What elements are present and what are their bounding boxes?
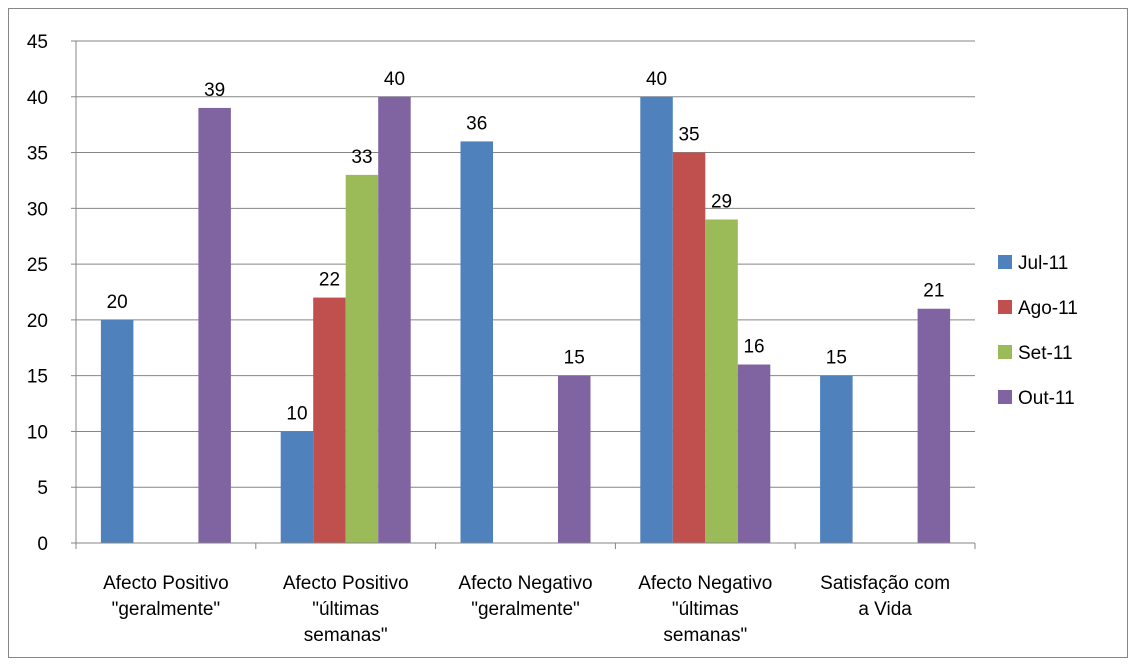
data-label: 10 [286,403,307,424]
y-axis-tick-labels: 0 5 10 15 20 25 30 35 40 45 [27,32,77,555]
x-category-label: "últimas [312,599,379,620]
bar-jul-11 [640,96,673,544]
bar-out-11 [378,96,411,544]
legend-label: Ago-11 [1018,298,1078,319]
data-labels: 20 10 36 40 15 22 35 33 29 39 40 15 16 21 [107,69,945,425]
legend-label: Jul-11 [1018,253,1068,274]
bars [100,96,951,544]
data-label: 15 [564,348,585,369]
x-category-label: Afecto Negativo [458,573,592,594]
bar-jul-11 [460,141,493,543]
bar-out-11 [737,364,771,543]
y-tick-label: 15 [27,367,48,388]
y-tick-label: 10 [27,422,48,443]
x-category-label: Afecto Positivo [103,573,229,594]
data-label: 29 [711,191,732,212]
data-label: 16 [743,337,764,358]
legend-label: Out-11 [1018,388,1075,409]
data-label: 15 [826,348,847,369]
data-label: 39 [204,80,225,101]
data-label: 21 [923,281,944,302]
x-category-label: Afecto Negativo [638,573,772,594]
x-category-label: "geralmente" [112,599,221,620]
x-category-label: "últimas [672,599,739,620]
bar-out-11 [917,308,951,543]
y-tick-label: 40 [27,88,48,109]
data-label: 33 [351,147,372,168]
bar-ago-11 [313,297,346,543]
legend: Jul-11 Ago-11 Set-11 Out-11 [998,253,1078,409]
data-label: 35 [678,125,699,146]
bar-set-11 [345,174,379,543]
legend-swatch [998,345,1012,359]
bar-ago-11 [672,152,706,544]
x-category-label: Satisfação com [820,573,950,594]
legend-label: Set-11 [1018,343,1073,364]
y-tick-label: 5 [37,478,48,499]
bar-out-11 [558,375,591,543]
data-label: 40 [646,69,667,90]
bar-out-11 [198,107,231,543]
y-tick-label: 30 [27,199,48,220]
legend-swatch [998,255,1012,269]
y-tick-label: 0 [37,534,48,555]
legend-swatch [998,390,1012,404]
x-category-label: a Vida [858,599,912,620]
x-axis: Afecto Positivo "geralmente" Afecto Positi… [75,542,976,646]
bar-jul-11 [100,319,134,543]
y-tick-label: 35 [27,144,48,165]
x-category-label: semanas" [304,625,388,646]
x-category-label: "geralmente" [471,599,580,620]
y-tick-label: 25 [27,255,48,276]
x-category-label: semanas" [663,625,747,646]
data-label: 20 [107,292,128,313]
y-tick-label: 45 [27,32,48,53]
x-category-label: Afecto Positivo [283,573,409,594]
legend-swatch [998,300,1012,314]
data-label: 40 [384,69,405,90]
bar-jul-11 [280,431,314,543]
bar-set-11 [705,219,738,543]
y-tick-label: 20 [27,311,48,332]
data-label: 36 [466,113,487,134]
bar-jul-11 [820,375,853,543]
data-label: 22 [319,270,340,291]
